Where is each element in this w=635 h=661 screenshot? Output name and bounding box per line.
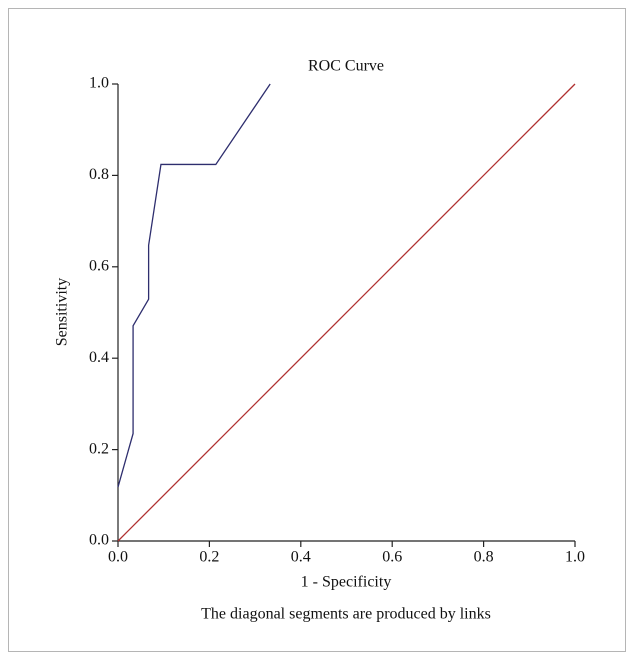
y-tick-label: 0.2 bbox=[89, 440, 109, 457]
x-tick-label: 0.0 bbox=[108, 549, 128, 566]
y-tick-label: 0.0 bbox=[89, 532, 109, 549]
y-tick-label: 1.0 bbox=[89, 75, 109, 92]
y-tick-label: 0.6 bbox=[89, 257, 109, 274]
y-tick-label: 0.8 bbox=[89, 166, 109, 183]
x-tick-label: 0.4 bbox=[291, 549, 311, 566]
x-tick-label: 0.6 bbox=[382, 549, 402, 566]
line-series bbox=[117, 83, 271, 488]
x-tick-label: 0.2 bbox=[199, 549, 219, 566]
chart-title: ROC Curve bbox=[308, 58, 384, 75]
y-tick-label: 0.4 bbox=[89, 349, 109, 366]
y-axis-label: Sensitivity bbox=[54, 278, 71, 346]
footnote: The diagonal segments are produced by li… bbox=[201, 606, 491, 623]
frame bbox=[8, 8, 626, 652]
x-tick-label: 1.0 bbox=[565, 549, 585, 566]
x-tick-label: 0.8 bbox=[474, 549, 494, 566]
line-series bbox=[117, 83, 576, 542]
x-axis-label: 1 - Specificity bbox=[301, 574, 392, 591]
